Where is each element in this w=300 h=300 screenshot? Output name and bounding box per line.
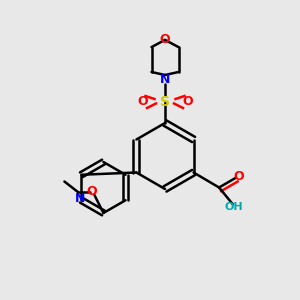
Text: O: O xyxy=(160,33,170,46)
Text: O: O xyxy=(233,170,244,184)
Text: N: N xyxy=(75,192,85,205)
Text: O: O xyxy=(86,185,97,198)
Text: OH: OH xyxy=(225,202,243,212)
Text: S: S xyxy=(160,95,170,109)
Text: N: N xyxy=(160,73,170,86)
Text: O: O xyxy=(137,95,148,109)
Text: O: O xyxy=(182,95,193,109)
